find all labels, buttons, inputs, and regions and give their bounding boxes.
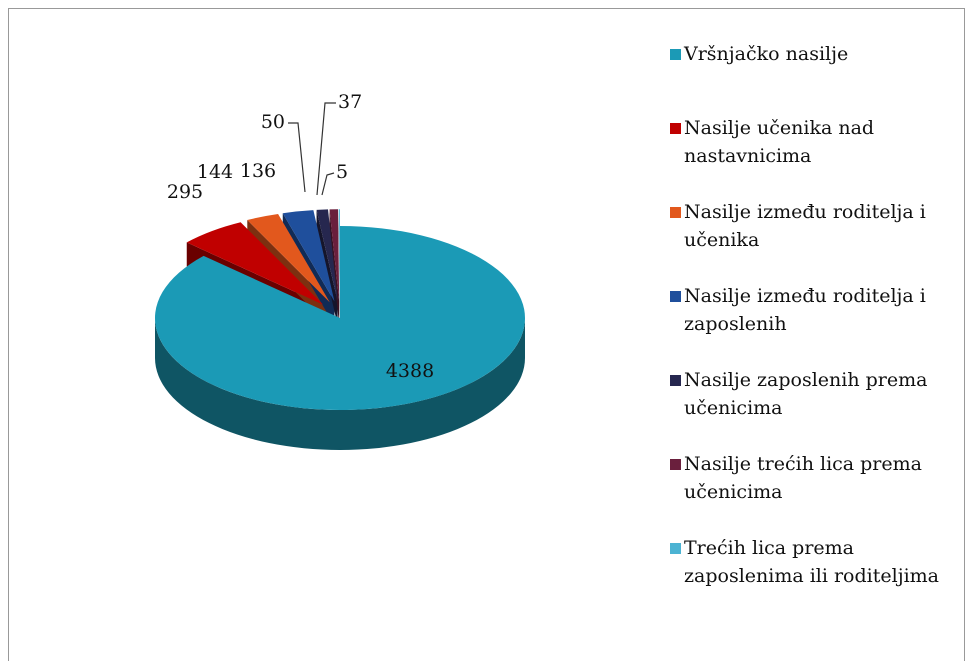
slice-side [155, 318, 525, 450]
legend-item: Nasilje učenika nad nastavnicima [670, 114, 965, 170]
slice [155, 226, 526, 410]
legend-label: Trećih lica prema zaposlenima ili rodite… [684, 537, 940, 587]
slice-side [338, 209, 340, 326]
legend-item: Nasilje zaposlenih prema učenicima [670, 366, 965, 422]
data-label: 5 [336, 161, 348, 183]
slice [186, 222, 324, 305]
legend-swatch [670, 123, 681, 134]
legend-swatch [670, 459, 681, 470]
leader-line [321, 172, 335, 196]
data-label: 136 [240, 160, 276, 182]
legend-item: Vršnjačko nasilje [670, 40, 965, 68]
data-label: 37 [338, 91, 362, 113]
legend-swatch [670, 543, 681, 554]
legend-label: Nasilje trećih lica prema učenicima [684, 453, 922, 503]
data-label: 50 [261, 111, 285, 133]
data-label: 4388 [386, 360, 434, 382]
legend-swatch [670, 49, 681, 60]
slice [338, 209, 340, 302]
legend-swatch [670, 291, 681, 302]
legend-item: Nasilje između roditelja i zaposlenih [670, 282, 965, 338]
legend-item: Trećih lica prema zaposlenima ili rodite… [670, 534, 965, 590]
legend-label: Vršnjačko nasilje [684, 43, 849, 65]
legend-item: Nasilje između roditelja i učenika [670, 198, 965, 254]
legend-label: Nasilje između roditelja i učenika [684, 201, 926, 251]
leader-line [316, 102, 336, 196]
data-label: 295 [167, 181, 203, 203]
slice [247, 214, 330, 303]
legend-item: Nasilje trećih lica prema učenicima [670, 450, 965, 506]
legend-label: Nasilje učenika nad nastavnicima [684, 117, 875, 167]
slice [329, 209, 340, 302]
legend-swatch [670, 375, 681, 386]
data-label: 144 [197, 161, 233, 183]
legend-swatch [670, 207, 681, 218]
legend-label: Nasilje zaposlenih prema učenicima [684, 369, 928, 419]
slice [316, 209, 338, 302]
legend-label: Nasilje između roditelja i zaposlenih [684, 285, 926, 335]
slice [282, 210, 335, 302]
leader-line [288, 122, 306, 193]
